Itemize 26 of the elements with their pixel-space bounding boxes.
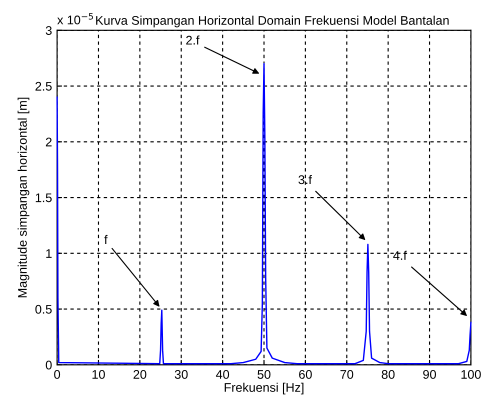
y-tick-label: 1 [46, 249, 52, 258]
annotation: 2.f [186, 35, 200, 45]
y-tick-label: 3 [46, 26, 52, 35]
x-tick-label: 0 [54, 370, 60, 379]
x-tick-label: 30 [174, 370, 188, 379]
x-tick-label: 70 [340, 370, 354, 379]
x-tick-label: 80 [382, 370, 395, 379]
annotation: f [104, 234, 108, 244]
text: x 10$^{−5}$ [57, 13, 93, 24]
x-tick-label: 20 [134, 370, 146, 379]
annotation: 3.f [298, 174, 312, 184]
y-tick-label: 1.5 [36, 193, 52, 202]
y-tick-label: 0 [46, 360, 52, 370]
x-tick-label: 40 [216, 370, 230, 379]
x-tick-label: 10 [92, 370, 105, 379]
x-axis-title: Frekuensi [Hz] [224, 382, 304, 394]
x-tick-label: 60 [299, 370, 312, 379]
annotation: 4.f [393, 250, 407, 260]
y-tick-label: 2.5 [35, 82, 52, 91]
y-tick-label: 0.5 [35, 304, 52, 314]
chart-title: Kurva Simpangan Horizontal Domain Frekuensi Model Bantalan [96, 16, 449, 28]
y-axis-title: Magnitude simpangan horizontal [m] [18, 98, 30, 298]
x-tick-label: 100 [461, 370, 481, 379]
x-tick-label: 90 [423, 370, 436, 379]
x-tick-label: 50 [258, 370, 270, 379]
y-tick-label: 2 [46, 138, 52, 146]
